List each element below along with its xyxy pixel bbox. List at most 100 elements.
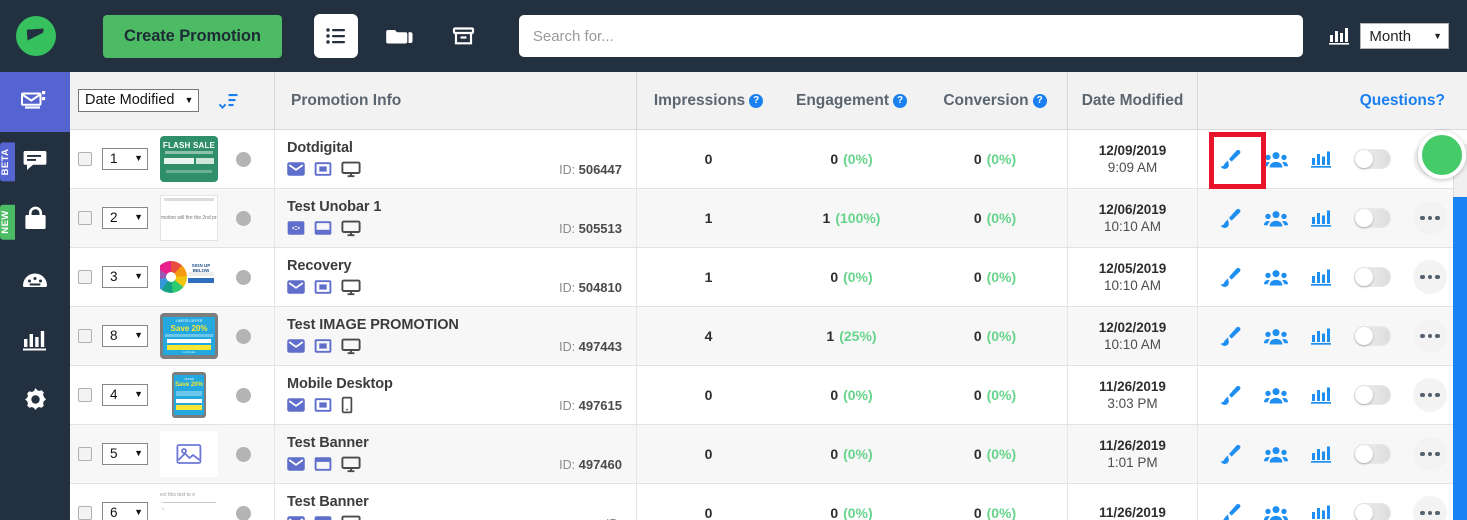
promotion-name[interactable]: Test Banner [287,435,369,451]
desktop-icon[interactable] [341,337,361,355]
bar-chart-icon[interactable] [1310,385,1332,405]
promotion-thumbnail[interactable]: FLASH SALE [158,135,220,183]
promotion-name[interactable]: Recovery [287,258,352,274]
sidebar-item-settings[interactable] [0,372,70,432]
period-select[interactable]: Month ▼ [1360,23,1449,49]
table-row[interactable]: 3 ▼ SIGN UP BELOW Recovery ID: 504810 1 … [70,248,1467,307]
column-header-impressions[interactable]: Impressions ? [637,72,780,129]
enable-toggle[interactable] [1354,208,1391,228]
table-row[interactable]: 8 ▼ LIMITED OFFER Save 20% no thanks Test … [70,307,1467,366]
paintbrush-icon[interactable] [1219,502,1242,520]
column-header-conversion[interactable]: Conversion ? [923,72,1068,129]
row-checkbox[interactable] [78,329,92,343]
people-icon[interactable] [1264,267,1288,288]
column-header-engagement[interactable]: Engagement ? [780,72,923,129]
paintbrush-icon[interactable] [1219,325,1242,348]
enable-toggle[interactable] [1354,326,1391,346]
paintbrush-icon[interactable] [1219,148,1242,171]
sidebar-item-promotions[interactable] [0,72,70,132]
row-checkbox[interactable] [78,388,92,402]
bar-chart-icon[interactable] [1310,326,1332,346]
people-icon[interactable] [1264,503,1288,520]
email-icon[interactable] [287,455,305,473]
row-order-select[interactable]: 1 ▼ [102,148,148,170]
more-options-icon[interactable] [1413,319,1447,353]
promotion-name[interactable]: Test IMAGE PROMOTION [287,317,459,333]
paintbrush-icon[interactable] [1219,207,1242,230]
paintbrush-icon[interactable] [1219,443,1242,466]
overlay-icon[interactable] [314,337,332,355]
unobar-icon[interactable] [287,219,305,237]
sidebar-item-store[interactable]: NEW [0,192,70,252]
more-options-icon[interactable] [1413,260,1447,294]
table-row[interactable]: 6 ▼ ect this text to eit Test Banner ID:… [70,484,1467,520]
row-checkbox[interactable] [78,506,92,520]
row-checkbox[interactable] [78,211,92,225]
enable-toggle[interactable] [1354,267,1391,287]
bar-chart-icon[interactable] [1310,267,1332,287]
people-icon[interactable] [1264,208,1288,229]
bottom-bar-icon[interactable] [314,219,332,237]
bar-chart-icon[interactable] [1310,444,1332,464]
table-row[interactable]: 5 ▼ Test Banner ID: 497460 0 0 (0%) 0 (0%)… [70,425,1467,484]
more-options-icon[interactable] [1413,496,1447,520]
search-input[interactable] [518,15,1303,57]
email-icon[interactable] [287,514,305,520]
paintbrush-icon[interactable] [1219,384,1242,407]
row-order-select[interactable]: 2 ▼ [102,207,148,229]
chat-support-button[interactable] [1418,131,1466,179]
bar-chart-icon[interactable] [1310,208,1332,228]
scrollbar-thumb[interactable] [1453,197,1467,520]
people-icon[interactable] [1264,326,1288,347]
mobile-icon[interactable] [341,396,353,414]
sort-field-select[interactable]: Date Modified ▼ [78,89,200,112]
people-icon[interactable] [1264,149,1288,170]
enable-toggle[interactable] [1354,385,1391,405]
desktop-icon[interactable] [341,160,361,178]
email-icon[interactable] [287,160,305,178]
help-icon[interactable]: ? [1032,93,1047,108]
table-row[interactable]: 1 ▼ FLASH SALE Dotdigital ID: 506447 0 0… [70,130,1467,189]
promotion-thumbnail[interactable]: SIGN UP BELOW [158,253,220,301]
promotion-thumbnail[interactable]: OFFER Save 20% [158,371,220,419]
sidebar-item-reports[interactable] [0,312,70,372]
row-checkbox[interactable] [78,447,92,461]
sidebar-item-dashboard[interactable] [0,252,70,312]
row-order-select[interactable]: 4 ▼ [102,384,148,406]
more-options-icon[interactable] [1413,437,1447,471]
row-order-select[interactable]: 8 ▼ [102,325,148,347]
desktop-icon[interactable] [341,219,361,237]
more-options-icon[interactable] [1413,378,1447,412]
enable-toggle[interactable] [1354,503,1391,520]
brand-logo[interactable] [16,16,56,56]
row-checkbox[interactable] [78,270,92,284]
email-icon[interactable] [287,278,305,296]
overlay-icon[interactable] [314,396,332,414]
row-order-select[interactable]: 5 ▼ [102,443,148,465]
table-row[interactable]: 4 ▼ OFFER Save 20% Mobile Desktop ID: 497… [70,366,1467,425]
banner-icon[interactable] [314,514,332,520]
create-promotion-button[interactable]: Create Promotion [103,14,282,58]
desktop-icon[interactable] [341,278,361,296]
desktop-icon[interactable] [341,455,361,473]
promotion-name[interactable]: Test Unobar 1 [287,199,382,215]
banner-icon[interactable] [314,455,332,473]
promotion-thumbnail[interactable]: motion will fire the 2nd pro [158,194,220,242]
bar-chart-icon[interactable] [1310,149,1332,169]
vertical-scrollbar[interactable] [1453,144,1467,520]
desktop-icon[interactable] [341,514,361,520]
help-icon[interactable]: ? [749,93,764,108]
bar-chart-icon[interactable] [1328,26,1350,46]
promotion-name[interactable]: Dotdigital [287,140,353,156]
more-options-icon[interactable] [1413,201,1447,235]
sort-direction-icon[interactable] [217,90,239,112]
column-header-date-modified[interactable]: Date Modified [1068,72,1198,129]
enable-toggle[interactable] [1354,444,1391,464]
sidebar-item-messages[interactable]: BETA [0,132,70,192]
promotion-thumbnail[interactable] [158,430,220,478]
list-view-icon[interactable] [313,14,358,58]
promotion-thumbnail[interactable]: LIMITED OFFER Save 20% no thanks [158,312,220,360]
people-icon[interactable] [1264,385,1288,406]
people-icon[interactable] [1264,444,1288,465]
promotion-thumbnail[interactable]: ect this text to e it [158,489,220,520]
